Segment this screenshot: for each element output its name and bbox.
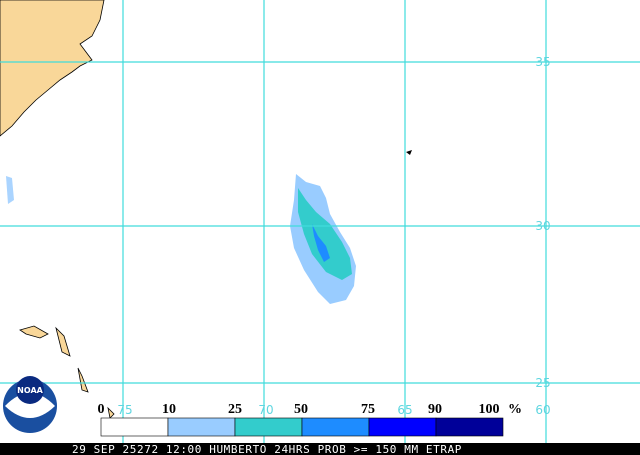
legend-label: 10 [162,402,176,417]
probability-area [290,174,356,304]
prob-25 [298,188,352,280]
bermuda [406,150,412,155]
lon-label: 70 [258,403,273,417]
footer-text: 29 SEP 25272 12:00 HUMBERTO 24HRS PROB >… [72,443,462,455]
coastline [0,0,105,137]
legend-swatch [234,417,303,437]
legend-label: 75 [361,402,375,417]
footer-bar [0,443,640,455]
legend-swatch [301,417,370,437]
legend-swatch [100,417,169,437]
lon-label: 60 [535,403,550,417]
legend-swatch [368,417,437,437]
logo-top [16,376,44,404]
lat-label: 35 [535,55,550,69]
legend-swatch [435,417,504,437]
lon-label: 75 [117,403,132,417]
legend: 0 10 25 50 75 90 100% [98,402,522,437]
legend-label: 0 [98,402,105,417]
legend-label: 90 [428,402,442,417]
legend-label: 25 [228,402,242,417]
legend-label: 100 [479,402,500,417]
noaa-logo: NOAA [3,376,57,433]
rain-spot [6,176,14,204]
legend-unit: % [508,402,522,417]
logo-wave [5,393,55,418]
islands [19,325,115,419]
grid: 75 70 65 60 35 30 25 [0,0,640,443]
logo-text: NOAA [17,386,43,395]
legend-swatch [167,417,236,437]
prob-50 [312,224,330,262]
lat-label: 30 [535,219,550,233]
lat-label: 25 [535,376,550,390]
lon-label: 65 [397,403,412,417]
legend-label: 50 [294,402,308,417]
